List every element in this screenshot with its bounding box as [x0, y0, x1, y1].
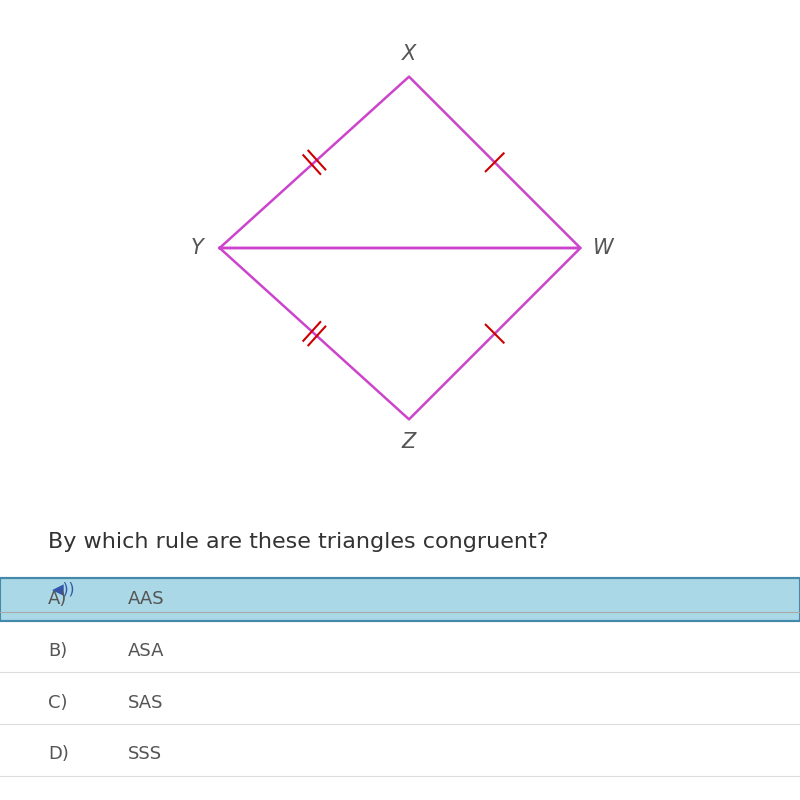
Text: SSS: SSS	[128, 746, 162, 763]
Text: ASA: ASA	[128, 642, 165, 660]
Text: ◀)): ◀))	[52, 581, 75, 596]
Text: Z: Z	[402, 432, 416, 452]
Text: SAS: SAS	[128, 694, 163, 712]
Text: X: X	[402, 44, 416, 64]
Text: By which rule are these triangles congruent?: By which rule are these triangles congru…	[48, 533, 549, 553]
Text: A): A)	[48, 590, 67, 608]
Text: Y: Y	[190, 238, 203, 258]
FancyBboxPatch shape	[0, 578, 800, 621]
Text: D): D)	[48, 746, 69, 763]
Text: AAS: AAS	[128, 590, 165, 608]
Text: W: W	[593, 238, 614, 258]
Text: C): C)	[48, 694, 67, 712]
Text: B): B)	[48, 642, 67, 660]
